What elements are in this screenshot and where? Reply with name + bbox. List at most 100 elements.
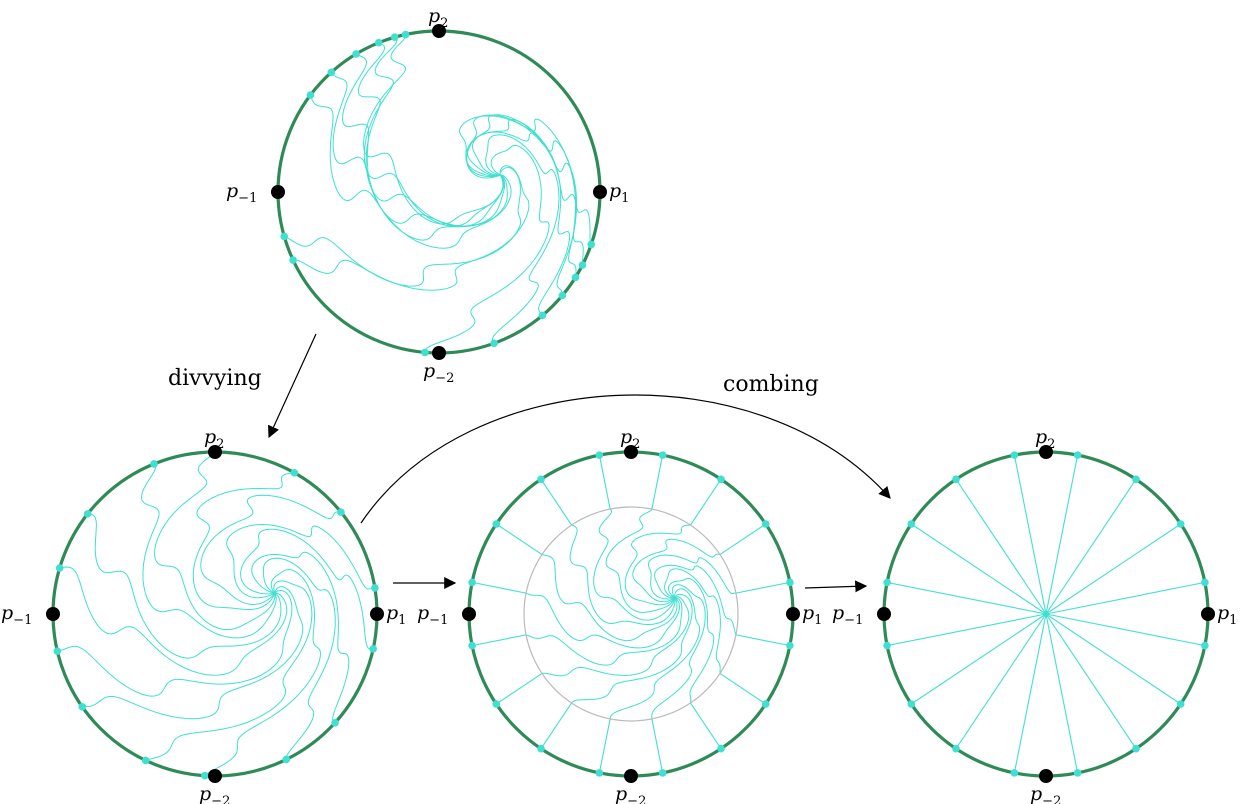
strand-endpoint: [141, 756, 150, 765]
marked-point-subscript: −2: [211, 794, 230, 804]
marked-point: [624, 445, 638, 459]
strand: [1045, 613, 1205, 647]
strand-wiggly-part: [525, 592, 681, 649]
marked-point: [462, 607, 476, 621]
strand-endpoint: [1201, 641, 1209, 650]
strand-combed-part: [735, 581, 790, 594]
strand: [1045, 581, 1205, 615]
marked-point-base: p: [1217, 602, 1229, 624]
strand-wiggly-part: [632, 538, 721, 603]
strand-endpoint: [1176, 700, 1185, 708]
marked-point-label: p1: [802, 602, 822, 628]
strand: [226, 523, 375, 599]
marked-point-label: p−1: [226, 180, 257, 206]
strand-endpoint: [761, 520, 770, 528]
marked-point-subscript: 1: [621, 191, 629, 206]
marked-point-label: p−2: [615, 783, 646, 804]
marked-point-label: p2: [620, 426, 640, 452]
strand-endpoint: [468, 641, 476, 650]
strand-wiggly-part: [668, 577, 715, 704]
strand-wiggly-part: [571, 593, 693, 704]
marked-point: [208, 769, 222, 783]
marked-point-subscript: −1: [13, 613, 32, 628]
strand-endpoint: [587, 240, 596, 249]
strand-combed-part: [735, 634, 790, 647]
marked-point-subscript: −1: [238, 191, 257, 206]
strand-endpoint: [952, 744, 960, 753]
strand-endpoint: [786, 641, 794, 650]
strand-endpoint: [327, 68, 336, 77]
strand-wiggly-part: [609, 588, 700, 719]
strand-endpoint: [658, 769, 667, 777]
marked-point-base: p: [1030, 783, 1042, 804]
strand-endpoint: [537, 475, 545, 484]
strand: [1045, 478, 1137, 615]
combing-arrow: [360, 394, 891, 524]
marked-point-base: p: [609, 180, 621, 202]
strand: [341, 53, 506, 227]
strand-endpoint: [401, 30, 410, 39]
strand-wiggly-part: [624, 524, 691, 606]
strand: [1045, 613, 1079, 773]
strand: [330, 72, 508, 241]
marked-point: [208, 445, 222, 459]
strand-endpoint: [1176, 520, 1185, 528]
strand-endpoint: [1132, 744, 1140, 753]
strand-combed-part: [540, 702, 573, 750]
strand-endpoint: [331, 718, 339, 727]
strand: [204, 568, 322, 777]
marked-point-label: p−2: [423, 360, 454, 386]
marked-point-base: p: [428, 5, 440, 27]
disk-boundary: [51, 450, 379, 778]
strand-endpoint: [289, 256, 297, 264]
marked-point-label: p2: [204, 426, 224, 452]
panel-divvied-disk: p2p−1 p1p−2: [1, 426, 406, 804]
strand-endpoint: [1132, 475, 1140, 484]
strand-wiggly-part: [593, 508, 676, 621]
strand: [192, 472, 295, 610]
divvying-label: divvying: [168, 366, 262, 391]
marked-point-base: p: [199, 783, 211, 804]
strand-endpoint: [282, 755, 291, 764]
strand: [1045, 613, 1137, 750]
strand-wiggly-part: [664, 568, 721, 674]
marked-point-label: p2: [428, 5, 448, 31]
marked-point-label: p−1: [417, 602, 448, 628]
marked-point-subscript: 1: [1229, 613, 1237, 628]
strand-combed-part: [472, 581, 527, 594]
strand: [458, 115, 592, 245]
strand-endpoint: [78, 703, 87, 711]
strand: [1013, 455, 1047, 615]
marked-point-subscript: 2: [216, 437, 224, 452]
strand: [262, 557, 336, 760]
strand-endpoint: [55, 564, 64, 572]
strand-endpoint: [717, 744, 725, 753]
strand: [82, 586, 304, 720]
strand: [955, 613, 1047, 750]
strand: [140, 463, 277, 639]
marked-point-subscript: 1: [814, 613, 822, 628]
strand-endpoint: [492, 520, 501, 528]
marked-point-base: p: [832, 602, 844, 624]
combing-label: combing: [723, 372, 819, 397]
marked-point-label: p1: [1217, 602, 1237, 628]
marked-point: [1039, 445, 1053, 459]
panel-combed-disk: p2p−1 p1p−2: [832, 426, 1237, 804]
strand-combed-part: [689, 702, 722, 750]
disk-boundary: [276, 29, 602, 355]
strand-endpoint: [490, 339, 498, 348]
strand: [910, 523, 1047, 615]
marked-point-subscript: −2: [435, 371, 454, 386]
strand-endpoint: [337, 508, 345, 516]
marked-point-subscript: −2: [627, 794, 646, 804]
marked-point-base: p: [204, 426, 216, 448]
strand-endpoint: [658, 451, 667, 459]
strand-endpoint: [1073, 769, 1082, 777]
strand: [485, 134, 560, 344]
strand-combed-part: [651, 455, 664, 510]
strand-combed-part: [689, 478, 722, 526]
strand: [1045, 613, 1182, 705]
strand-combed-part: [719, 523, 767, 556]
strand: [309, 94, 512, 249]
strand: [145, 580, 313, 761]
